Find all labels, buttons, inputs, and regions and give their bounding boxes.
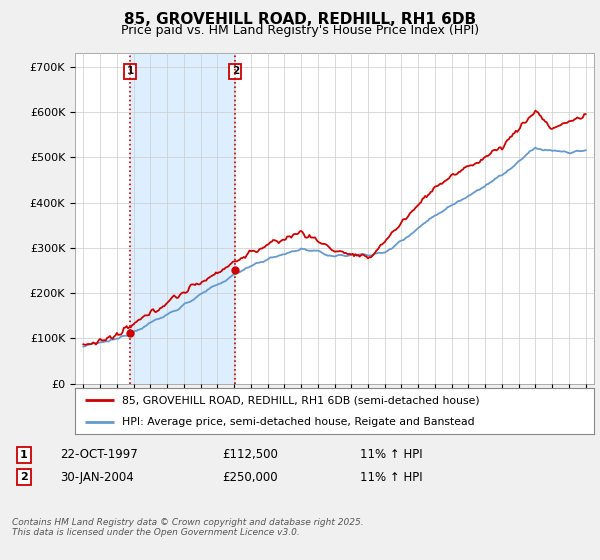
Text: 2: 2 xyxy=(232,67,239,76)
Text: HPI: Average price, semi-detached house, Reigate and Banstead: HPI: Average price, semi-detached house,… xyxy=(122,417,475,427)
Text: 85, GROVEHILL ROAD, REDHILL, RH1 6DB (semi-detached house): 85, GROVEHILL ROAD, REDHILL, RH1 6DB (se… xyxy=(122,395,479,405)
Text: 1: 1 xyxy=(127,67,134,76)
Text: 1: 1 xyxy=(20,450,28,460)
Text: 22-OCT-1997: 22-OCT-1997 xyxy=(60,448,138,461)
Text: £112,500: £112,500 xyxy=(222,448,278,461)
Text: Contains HM Land Registry data © Crown copyright and database right 2025.
This d: Contains HM Land Registry data © Crown c… xyxy=(12,518,364,538)
Text: 11% ↑ HPI: 11% ↑ HPI xyxy=(360,448,422,461)
Text: 85, GROVEHILL ROAD, REDHILL, RH1 6DB: 85, GROVEHILL ROAD, REDHILL, RH1 6DB xyxy=(124,12,476,27)
Text: 30-JAN-2004: 30-JAN-2004 xyxy=(60,470,134,484)
Text: 2: 2 xyxy=(20,472,28,482)
Text: Price paid vs. HM Land Registry's House Price Index (HPI): Price paid vs. HM Land Registry's House … xyxy=(121,24,479,37)
Text: 11% ↑ HPI: 11% ↑ HPI xyxy=(360,470,422,484)
Bar xyxy=(130,53,235,384)
Text: £250,000: £250,000 xyxy=(222,470,278,484)
